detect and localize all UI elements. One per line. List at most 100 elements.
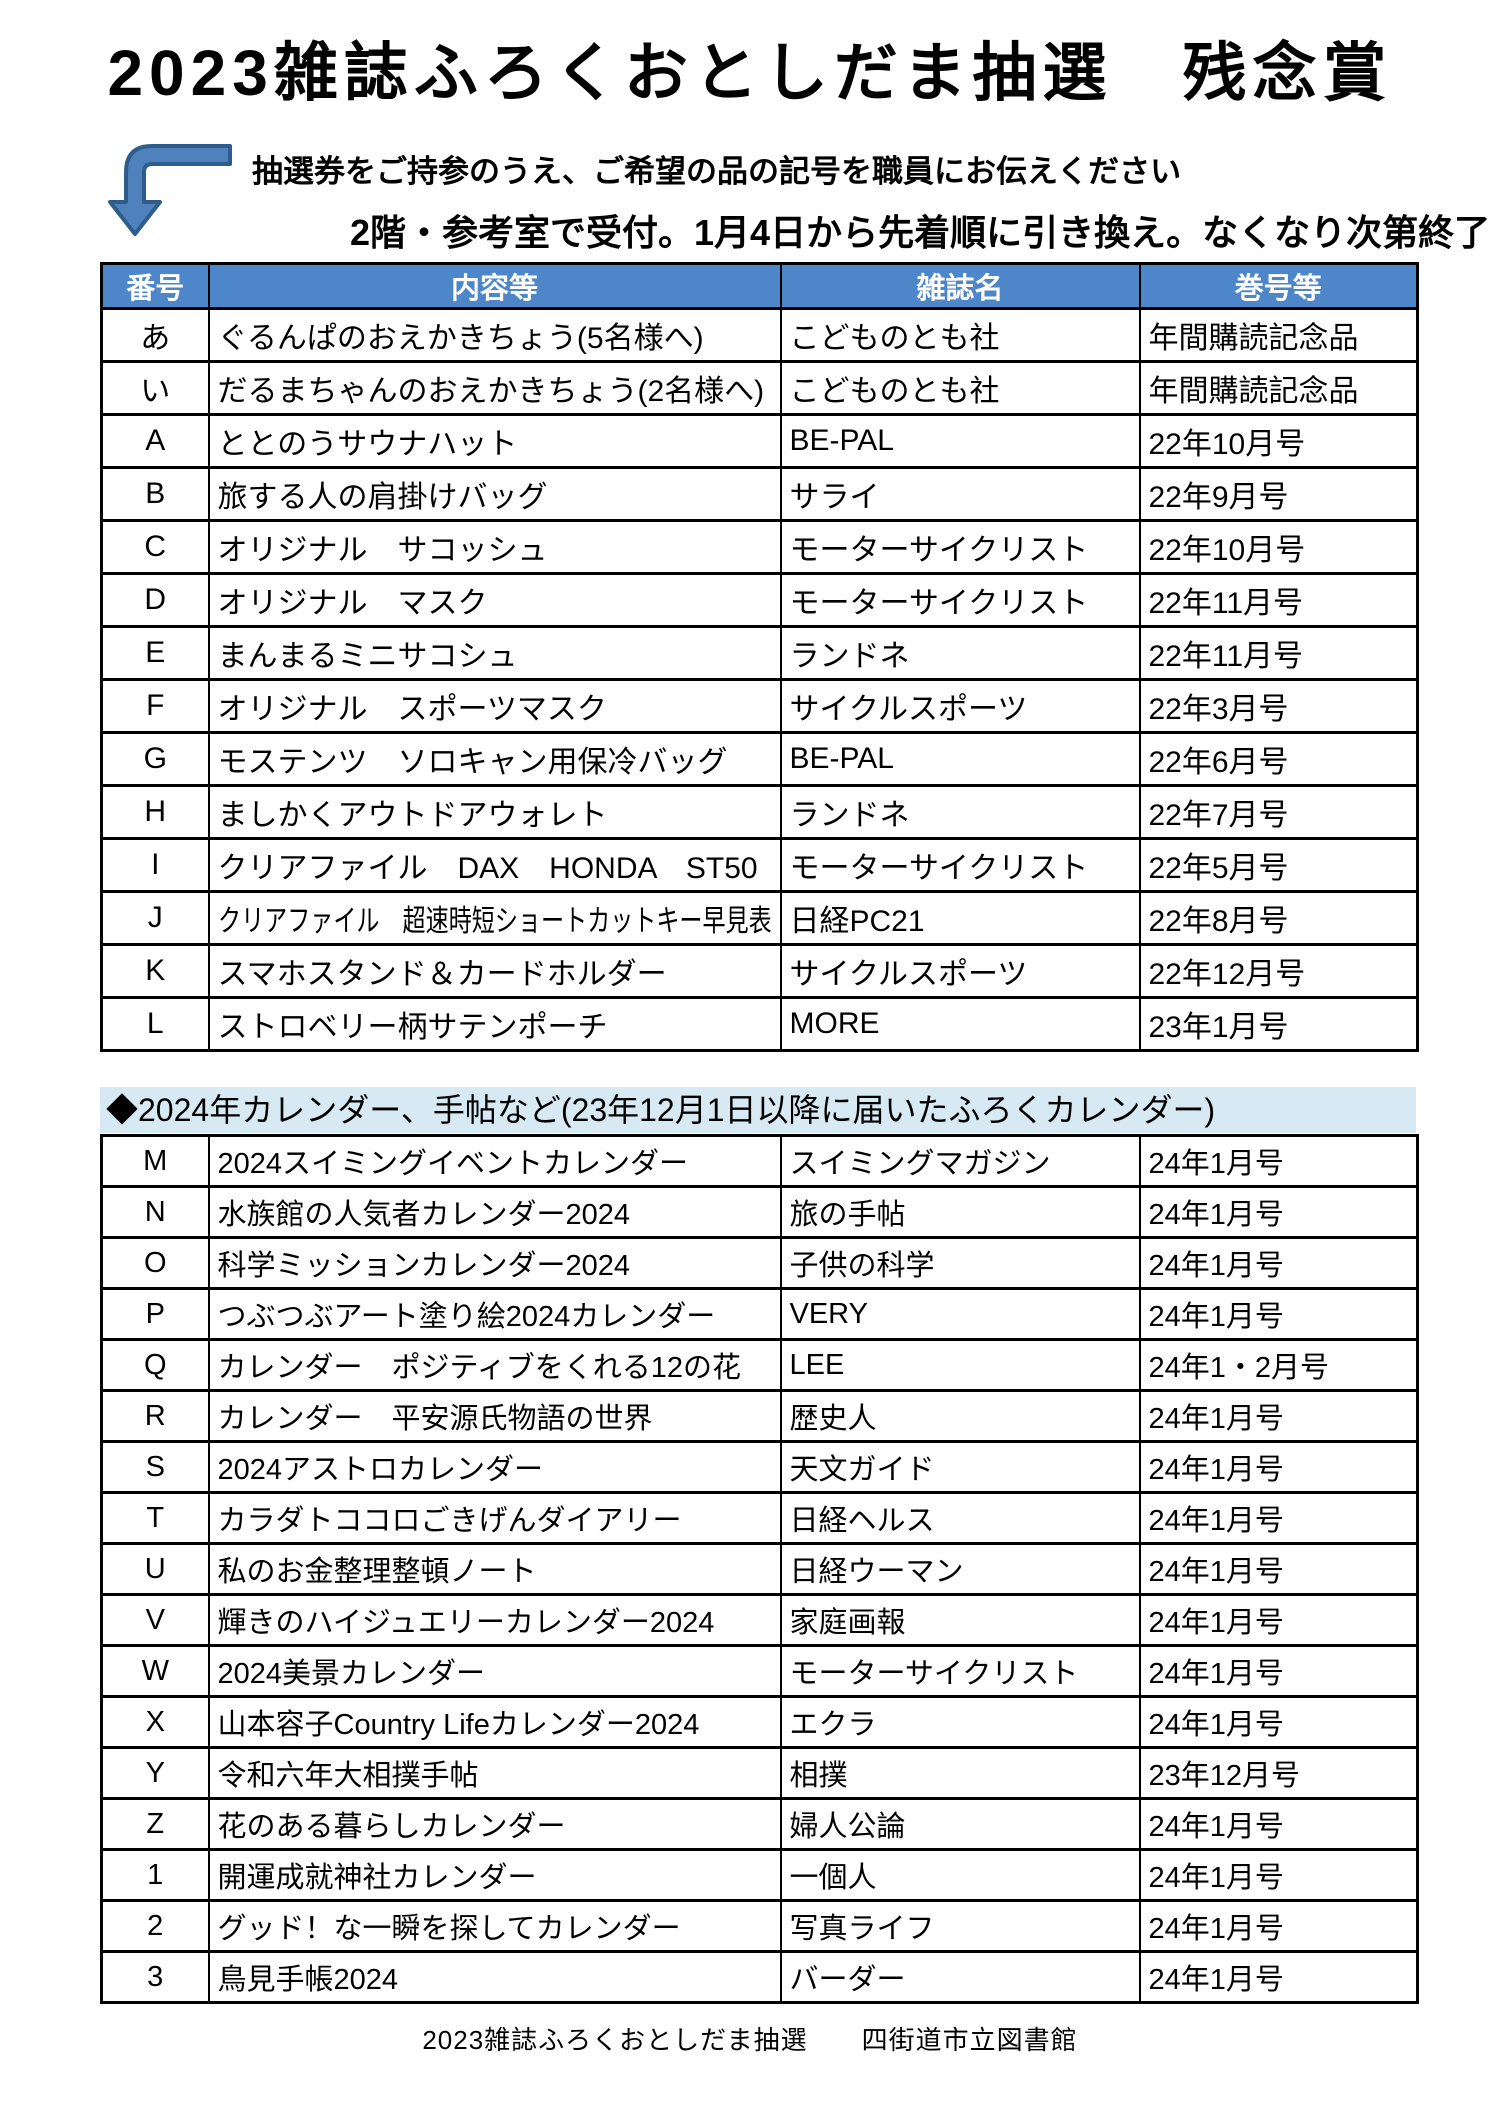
issue-label-cell: 22年10月号	[1138, 413, 1419, 469]
row-number: T	[146, 1501, 165, 1534]
issue-label: 22年11月号	[1148, 587, 1304, 620]
item-name: カレンダー ポジティブをくれる12の花	[217, 1352, 742, 1384]
magazine-name: サライ	[789, 481, 880, 514]
item-name: 山本容子Country Lifeカレンダー2024	[217, 1709, 700, 1741]
magazine-name-cell: 家庭画報	[779, 1593, 1141, 1647]
issue-label: 22年11月号	[1148, 640, 1304, 673]
item-name: オリジナル マスク	[217, 587, 488, 620]
row-number-cell: 2	[100, 1899, 210, 1953]
row-number-cell: O	[100, 1236, 210, 1290]
row-number: B	[145, 477, 166, 510]
item-name-cell: モステンツ ソロキャン用保冷バッグ	[207, 731, 782, 787]
magazine-name-cell: 相撲	[779, 1746, 1141, 1800]
magazine-name: モーターサイクリスト	[789, 1658, 1079, 1690]
row-number-cell: N	[100, 1185, 210, 1239]
table-row: 2 グッド！な一瞬を探してカレンダー 写真ライフ 24年1月号	[100, 1899, 1419, 1953]
magazine-name: BE-PAL	[789, 742, 895, 775]
row-number: Q	[143, 1348, 167, 1381]
instruction-line-2: 2階・参考室で受付。1月4日から先着順に引き換え。なくなり次第終了	[350, 212, 1491, 253]
row-number: Y	[145, 1756, 165, 1789]
issue-label: 24年1月号	[1148, 1403, 1284, 1435]
issue-label: 22年3月号	[1148, 693, 1289, 726]
magazine-name: 写真ライフ	[789, 1913, 935, 1945]
table-row: A ととのうサウナハット BE-PAL 22年10月号	[100, 413, 1419, 469]
row-number: 3	[147, 1960, 164, 1993]
issue-label: 22年10月号	[1148, 534, 1306, 567]
magazine-name: ランドネ	[789, 640, 910, 673]
table-row: W 2024美景カレンダー モーターサイクリスト 24年1月号	[100, 1644, 1419, 1698]
magazine-name-cell: 日経ヘルス	[779, 1491, 1141, 1545]
magazine-name: 相撲	[789, 1760, 848, 1792]
row-number: O	[143, 1246, 167, 1279]
magazine-name-cell: エクラ	[779, 1695, 1141, 1749]
row-number-cell: J	[100, 890, 210, 946]
item-name-cell: オリジナル スポーツマスク	[207, 678, 782, 734]
item-name-cell: 令和六年大相撲手帖	[207, 1746, 782, 1800]
header-number: 番号	[100, 262, 210, 310]
prize-table-2024-calendars: M 2024スイミングイベントカレンダー スイミングマガジン 24年1月号 N 水族館の人…	[100, 1134, 1419, 2004]
magazine-name-cell: ランドネ	[779, 625, 1141, 681]
row-number-cell: V	[100, 1593, 210, 1647]
magazine-name: 一個人	[789, 1862, 877, 1894]
magazine-name-cell: 歴史人	[779, 1389, 1141, 1443]
table-row: B 旅する人の肩掛けバッグ サライ 22年9月号	[100, 466, 1419, 522]
magazine-name: 日経ウーマン	[789, 1556, 964, 1588]
row-number: あ	[140, 322, 171, 355]
table-row: R カレンダー 平安源氏物語の世界 歴史人 24年1月号	[100, 1389, 1419, 1443]
row-number: K	[145, 954, 166, 987]
item-name: オリジナル サコッシュ	[217, 534, 548, 567]
issue-label-cell: 24年1月号	[1138, 1593, 1419, 1647]
item-name-cell: 輝きのハイジュエリーカレンダー2024	[207, 1593, 782, 1647]
row-number: D	[144, 583, 167, 616]
issue-label-cell: 24年1月号	[1138, 1950, 1419, 2004]
issue-label-cell: 22年5月号	[1138, 837, 1419, 893]
item-name: 鳥見手帳2024	[217, 1964, 399, 1996]
row-number-cell: 3	[100, 1950, 210, 2004]
issue-label-cell: 24年1月号	[1138, 1899, 1419, 1953]
item-name: オリジナル スポーツマスク	[217, 693, 607, 726]
row-number-cell: P	[100, 1287, 210, 1341]
item-name: 水族館の人気者カレンダー2024	[217, 1199, 631, 1231]
item-name: 私のお金整理整頓ノート	[217, 1556, 537, 1588]
row-number: L	[146, 1007, 164, 1040]
issue-label: 22年12月号	[1148, 958, 1306, 991]
table-row: K スマホスタンド＆カードホルダー サイクルスポーツ 22年12月号	[100, 943, 1419, 999]
magazine-name: LEE	[789, 1348, 845, 1381]
item-name-cell: 2024アストロカレンダー	[207, 1440, 782, 1494]
issue-label: 24年1月号	[1148, 1913, 1284, 1945]
table-row: E まんまるミニサコシュ ランドネ 22年11月号	[100, 625, 1419, 681]
magazine-name-cell: BE-PAL	[779, 413, 1141, 469]
issue-label-cell: 22年10月号	[1138, 519, 1419, 575]
row-number-cell: 1	[100, 1848, 210, 1902]
table-row: I クリアファイル DAX HONDA ST50 モーターサイクリスト 22年5月号	[100, 837, 1419, 893]
row-number-cell: K	[100, 943, 210, 999]
table-row: い だるまちゃんのおえかきちょう(2名様へ) こどものとも社 年間購読記念品	[100, 360, 1419, 416]
item-name-cell: オリジナル サコッシュ	[207, 519, 782, 575]
magazine-name-cell: BE-PAL	[779, 731, 1141, 787]
issue-label-cell: 24年1月号	[1138, 1695, 1419, 1749]
magazine-name: 旅の手帖	[789, 1199, 906, 1231]
item-name: グッド！な一瞬を探してカレンダー	[217, 1913, 681, 1945]
item-name-cell: だるまちゃんのおえかきちょう(2名様へ)	[207, 360, 782, 416]
issue-label-cell: 22年11月号	[1138, 625, 1419, 681]
table-row: C オリジナル サコッシュ モーターサイクリスト 22年10月号	[100, 519, 1419, 575]
row-number-cell: C	[100, 519, 210, 575]
issue-label-cell: 24年1月号	[1138, 1134, 1419, 1188]
item-name-cell: オリジナル マスク	[207, 572, 782, 628]
row-number: U	[144, 1552, 166, 1585]
issue-label: 22年7月号	[1148, 799, 1289, 832]
item-name-cell: スマホスタンド＆カードホルダー	[207, 943, 782, 999]
magazine-name: エクラ	[789, 1709, 877, 1741]
item-name: ましかくアウトドアウォレト	[217, 799, 608, 832]
magazine-name-cell: LEE	[779, 1338, 1141, 1392]
table-row: T カラダトココロごきげんダイアリー 日経ヘルス 24年1月号	[100, 1491, 1419, 1545]
item-name: スマホスタンド＆カードホルダー	[217, 958, 667, 991]
issue-label-cell: 22年6月号	[1138, 731, 1419, 787]
table-row: あ ぐるんぱのおえかきちょう(5名様へ) こどものとも社 年間購読記念品	[100, 307, 1419, 363]
row-number: N	[144, 1195, 166, 1228]
row-number-cell: M	[100, 1134, 210, 1188]
issue-label-cell: 23年1月号	[1138, 996, 1419, 1052]
row-number: G	[143, 742, 167, 775]
issue-label-cell: 22年12月号	[1138, 943, 1419, 999]
row-number-cell: G	[100, 731, 210, 787]
